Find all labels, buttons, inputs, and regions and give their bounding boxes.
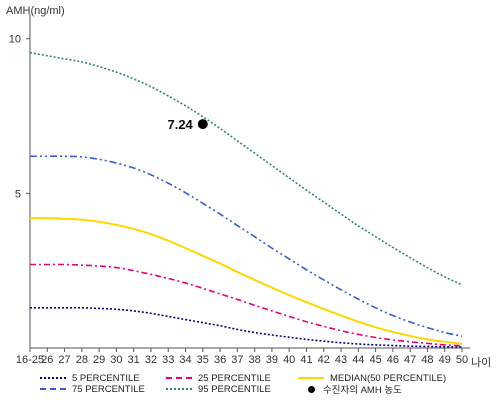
- legend: 5 PERCENTILE 75 PERCENTILE 25 PERCENTILE…: [36, 372, 476, 398]
- x-tick-label: 46: [387, 354, 399, 366]
- x-tick-label: 26: [41, 354, 53, 366]
- x-tick-label: 28: [76, 354, 88, 366]
- legend-swatch-median: [298, 377, 324, 379]
- x-tick-label: 40: [283, 354, 295, 366]
- legend-item-p5: 5 PERCENTILE: [40, 372, 140, 384]
- x-tick-label: 47: [404, 354, 416, 366]
- legend-swatch-p25: [166, 377, 192, 379]
- legend-label-p25: 25 PERCENTILE: [198, 372, 271, 384]
- x-tick-label: 48: [421, 354, 433, 366]
- legend-label-patient: 수진자의 AMH 농도: [323, 385, 402, 396]
- patient-amh-value-label: 7.24: [167, 117, 193, 132]
- series-line-3: [29, 155, 463, 338]
- x-tick-label: 16-25: [16, 354, 44, 366]
- legend-swatch-p75: [40, 388, 66, 390]
- series-line-1: [30, 263, 463, 347]
- series-line-0: [29, 306, 463, 348]
- legend-swatch-p95: [166, 388, 192, 390]
- legend-swatch-p5: [40, 377, 66, 379]
- x-tick-label: 45: [369, 354, 381, 366]
- x-tick-label: 35: [197, 354, 209, 366]
- x-tick-label: 37: [231, 354, 243, 366]
- x-tick-label: 39: [266, 354, 278, 366]
- chart-axes: AMH(ng/ml) 나이: [6, 5, 491, 369]
- legend-label-p5: 5 PERCENTILE: [72, 372, 140, 384]
- x-tick-label: 29: [93, 354, 105, 366]
- y-axis-label: AMH(ng/ml): [6, 5, 65, 17]
- legend-label-p95: 95 PERCENTILE: [198, 383, 271, 395]
- x-tick-label: 34: [179, 354, 191, 366]
- x-tick-label: 43: [335, 354, 347, 366]
- legend-item-p75: 75 PERCENTILE: [40, 383, 145, 395]
- legend-marker-patient: [308, 385, 315, 393]
- y-tick-label: 10: [9, 34, 21, 46]
- x-tick-label: 36: [214, 354, 226, 366]
- x-tick-label: 50: [456, 354, 468, 366]
- x-tick-label: 27: [58, 354, 70, 366]
- legend-label-p75: 75 PERCENTILE: [72, 383, 145, 395]
- x-tick-label: 38: [249, 354, 261, 366]
- legend-label-median: MEDIAN(50 PERCENTILE): [330, 372, 447, 384]
- highlight-group: 7.24: [167, 117, 208, 132]
- x-tick-label: 31: [128, 354, 140, 366]
- legend-item-patient: 수진자의 AMH 농도: [298, 383, 402, 396]
- legend-item-median: MEDIAN(50 PERCENTILE): [298, 372, 446, 384]
- y-ticks: 5 10: [9, 34, 30, 200]
- y-tick-label: 5: [15, 188, 21, 200]
- series-line-2: [29, 217, 463, 345]
- x-tick-label: 33: [162, 354, 174, 366]
- x-axis-label: 나이: [471, 356, 491, 369]
- x-tick-label: 49: [439, 354, 451, 366]
- patient-amh-point: [197, 119, 208, 130]
- x-tick-label: 30: [110, 354, 122, 366]
- series-line-4: [29, 51, 463, 286]
- series-lines: [29, 51, 463, 348]
- legend-item-p25: 25 PERCENTILE: [166, 372, 271, 384]
- x-tick-label: 44: [352, 354, 364, 366]
- x-tick-label: 32: [145, 354, 157, 366]
- x-tick-label: 41: [300, 354, 312, 366]
- x-tick-label: 42: [318, 354, 330, 366]
- legend-item-p95: 95 PERCENTILE: [166, 383, 271, 395]
